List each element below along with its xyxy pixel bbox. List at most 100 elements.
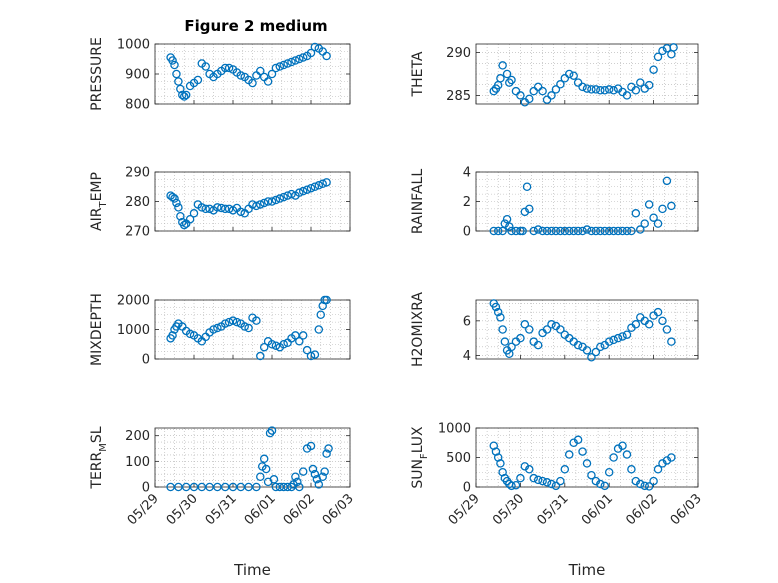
data-point [261, 464, 271, 474]
data-point [168, 56, 177, 65]
data-point [291, 56, 300, 65]
data-point [551, 85, 561, 94]
data-point [525, 94, 534, 104]
data-point [279, 60, 288, 70]
data-point [324, 444, 333, 453]
data-point [318, 301, 327, 311]
data-point [578, 226, 587, 236]
data-point [310, 182, 320, 191]
data-point [609, 335, 618, 345]
data-point [252, 201, 261, 211]
data-point [525, 465, 534, 474]
x-tick-label: 06/03 [320, 491, 357, 528]
data-point [609, 86, 618, 95]
data-point [604, 467, 614, 477]
y-tick-label: 290 [446, 46, 471, 61]
data-point [316, 310, 325, 319]
data-point [591, 85, 601, 94]
data-point [201, 62, 210, 71]
data-point [631, 209, 641, 218]
x-tick-label: 06/01 [579, 491, 616, 528]
data-point [176, 211, 185, 221]
data-point [220, 204, 230, 214]
data-point [220, 63, 230, 73]
data-point [636, 78, 645, 87]
data-point [529, 226, 538, 236]
data-point [318, 472, 327, 481]
data-point [644, 200, 654, 209]
data-point [511, 86, 521, 96]
data-point [547, 226, 556, 236]
data-point [252, 316, 261, 325]
data-point [179, 220, 189, 230]
data-point [604, 226, 614, 236]
data-point [533, 475, 543, 485]
data-point [498, 325, 507, 334]
y-tick-label: 4 [463, 349, 471, 364]
data-point [569, 71, 578, 80]
data-point [622, 91, 632, 100]
data-point [522, 182, 532, 191]
data-point [168, 331, 177, 340]
data-point [293, 477, 302, 487]
data-point [310, 42, 320, 52]
data-point [298, 53, 308, 62]
data-point [596, 479, 605, 489]
data-point [279, 192, 288, 202]
y-tick-label: 1000 [438, 422, 471, 437]
data-point [618, 332, 627, 341]
data-point [551, 226, 561, 236]
data-point [259, 72, 269, 82]
data-point [236, 207, 246, 217]
data-point [500, 337, 510, 346]
y-tick-label: 285 [446, 89, 471, 104]
data-point [600, 86, 610, 95]
data-point [197, 203, 207, 212]
data-point [618, 226, 627, 236]
data-point [287, 57, 296, 67]
data-point [564, 69, 574, 79]
data-point [604, 85, 614, 94]
data-point [622, 226, 632, 236]
y-tick-label: 0 [463, 225, 471, 240]
data-point [538, 476, 547, 486]
data-point [283, 59, 292, 68]
data-point [265, 428, 275, 438]
data-point [582, 459, 592, 468]
data-point [560, 74, 570, 83]
data-point [496, 459, 505, 468]
data-point [236, 71, 246, 80]
data-point [653, 52, 663, 62]
data-point [591, 347, 601, 357]
y-tick-label: 280 [125, 195, 150, 210]
data-point [295, 337, 304, 346]
data-point [582, 84, 592, 93]
data-point [658, 204, 667, 214]
axes-4: 0 1000 2000 MIXDEPTH [89, 293, 351, 368]
data-point [518, 226, 527, 236]
data-point [573, 226, 583, 236]
data-point [538, 226, 547, 236]
data-point [502, 214, 512, 224]
data-point [507, 75, 516, 85]
y-axis-label: AIRTEMP [89, 172, 109, 231]
data-point [302, 185, 312, 194]
data-point [269, 475, 279, 484]
data-point [271, 63, 281, 73]
data-point [556, 226, 565, 236]
data-point [596, 86, 605, 95]
x-tick-label: 05/29 [446, 491, 483, 528]
data-point [613, 333, 623, 343]
data-point [542, 478, 552, 487]
data-point [174, 77, 183, 86]
data-point [578, 82, 587, 92]
axes-frame [475, 299, 699, 360]
y-tick-label: 270 [125, 225, 150, 240]
data-point [560, 465, 570, 474]
data-point [573, 78, 583, 87]
data-point [507, 342, 516, 352]
data-point [256, 66, 265, 76]
data-point [306, 48, 316, 58]
data-point [618, 441, 627, 450]
